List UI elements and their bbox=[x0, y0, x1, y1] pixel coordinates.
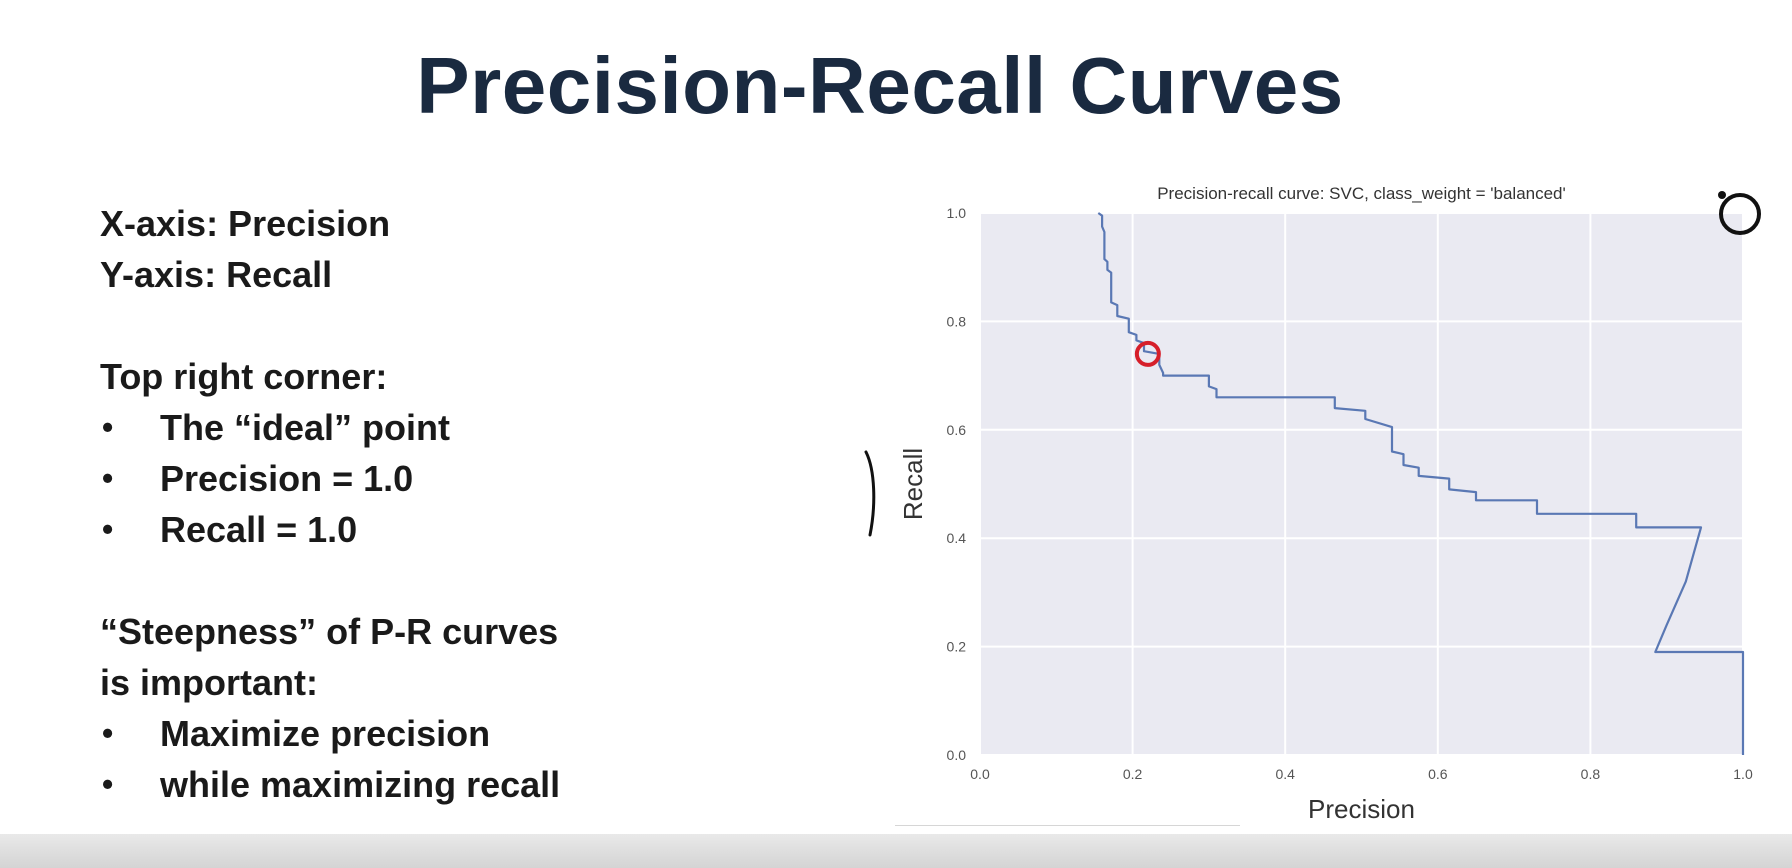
plot-area bbox=[980, 213, 1743, 755]
y-tick-label: 0.2 bbox=[947, 639, 967, 655]
bullet-glyph: • bbox=[102, 766, 114, 802]
y-tick-label: 0.8 bbox=[947, 313, 967, 329]
x-tick-label: 0.8 bbox=[1581, 766, 1601, 782]
bullet-text: The “ideal” point bbox=[160, 407, 451, 448]
text-line: Top right corner: bbox=[100, 356, 388, 397]
bullet-item: • Precision = 1.0 bbox=[100, 453, 660, 504]
x-tick-label: 1.0 bbox=[1733, 766, 1753, 782]
slide-title: Precision-Recall Curves bbox=[416, 41, 1344, 130]
bullet-item: • while maximizing recall bbox=[100, 759, 660, 810]
bottom-bar bbox=[0, 834, 1792, 868]
bullet-text: Recall = 1.0 bbox=[160, 509, 358, 550]
slide-text-block: X-axis: Precision Y-axis: Recall Top right… bbox=[100, 198, 660, 810]
chart-container: 0.0 0.2 0.4 0.6 0.8 1.0 0.0 0.2 0.4 0.6 0.8 1.0 Pre… bbox=[880, 175, 1780, 855]
x-axis-label: Precision bbox=[1308, 794, 1415, 824]
y-tick-label: 1.0 bbox=[947, 205, 967, 221]
bullet-glyph: • bbox=[102, 460, 114, 496]
x-tick-label: 0.4 bbox=[1275, 766, 1295, 782]
bullet-item: • The “ideal” point bbox=[100, 402, 660, 453]
text-line: “Steepness” of P-R curves bbox=[100, 611, 559, 652]
x-tick-label: 0.0 bbox=[970, 766, 990, 782]
bullet-glyph: • bbox=[102, 409, 114, 445]
highlight-point-marker bbox=[1134, 340, 1161, 367]
pr-curve-line bbox=[1097, 212, 1745, 755]
bullet-text: Maximize precision bbox=[160, 713, 491, 754]
y-tick-label: 0.6 bbox=[947, 422, 967, 438]
text-line: is important: bbox=[100, 662, 319, 703]
text-line: Y-axis: Recall bbox=[100, 254, 333, 295]
bullet-item: • Recall = 1.0 bbox=[100, 504, 660, 555]
line-spacer bbox=[100, 300, 660, 351]
pen-stroke-left-bracket bbox=[864, 450, 876, 537]
divider-line bbox=[895, 825, 1240, 826]
line-spacer bbox=[100, 555, 660, 606]
x-tick-label: 0.2 bbox=[1123, 766, 1143, 782]
chart-title: Precision-recall curve: SVC, class_weigh… bbox=[1157, 184, 1566, 203]
pr-chart: 0.0 0.2 0.4 0.6 0.8 1.0 0.0 0.2 0.4 0.6 0.8 1.0 Pre… bbox=[898, 184, 1753, 824]
x-tick-label: 0.6 bbox=[1428, 766, 1448, 782]
bullet-item: • Maximize precision bbox=[100, 708, 660, 759]
text-line: X-axis: Precision bbox=[100, 203, 391, 244]
y-tick-label: 0.0 bbox=[947, 747, 967, 763]
bullet-text: while maximizing recall bbox=[160, 764, 561, 805]
y-tick-label: 0.4 bbox=[947, 530, 967, 546]
bullet-text: Precision = 1.0 bbox=[160, 458, 414, 499]
bullet-glyph: • bbox=[102, 715, 114, 751]
y-axis-label: Recall bbox=[898, 448, 928, 520]
bullet-glyph: • bbox=[102, 511, 114, 547]
